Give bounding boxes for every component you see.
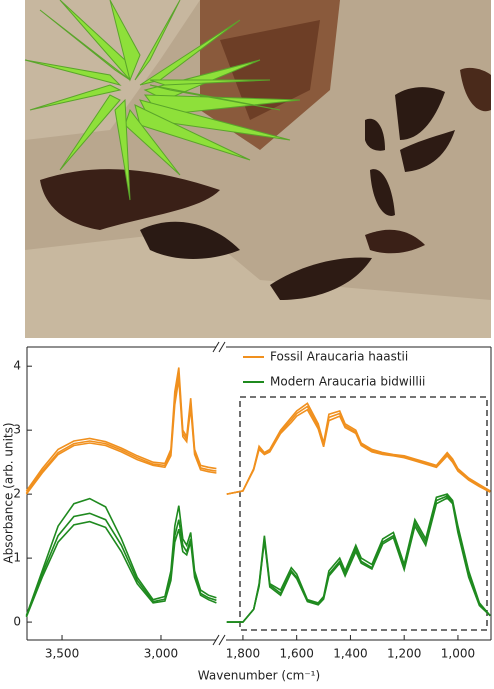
- spectrum-line: [25, 497, 217, 616]
- spectrum-line: [226, 497, 491, 623]
- axis-break: [212, 634, 220, 646]
- y-axis-label: Absorbance (arb. units): [2, 422, 16, 563]
- y-tick-label: 4: [13, 359, 21, 373]
- spectrum-line: [25, 373, 217, 494]
- spectrum-line: [25, 520, 217, 618]
- axis-break: [218, 341, 226, 353]
- x-tick-label: 1,600: [280, 647, 314, 661]
- x-tick-label: 1,000: [441, 647, 475, 661]
- y-tick-label: 3: [13, 423, 21, 437]
- y-tick-label: 2: [13, 487, 21, 501]
- spectrum-line: [226, 402, 491, 495]
- x-tick-label: 1,400: [333, 647, 367, 661]
- spectrum-line: [226, 405, 491, 495]
- y-tick-label: 0: [13, 615, 21, 629]
- legend-label: Fossil Araucaria haastii: [270, 350, 408, 364]
- y-tick-label: 1: [13, 551, 21, 565]
- x-tick-label: 3,000: [144, 647, 178, 661]
- spectrum-line: [25, 512, 217, 616]
- legend-label: Modern Araucaria bidwillii: [270, 375, 425, 389]
- x-tick-label: 3,500: [45, 647, 79, 661]
- chart: Absorbance (arb. units) Wavenumber (cm⁻¹…: [2, 341, 492, 683]
- spectrum-line: [226, 408, 491, 495]
- x-tick-label: 1,200: [387, 647, 421, 661]
- axis-break: [218, 634, 226, 646]
- x-axis-label: Wavenumber (cm⁻¹): [198, 669, 320, 683]
- spectrum-line: [25, 378, 217, 495]
- photo: [24, 0, 491, 338]
- x-tick-label: 1,800: [226, 647, 260, 661]
- axis-break: [212, 341, 220, 353]
- highlight-box: [239, 396, 488, 631]
